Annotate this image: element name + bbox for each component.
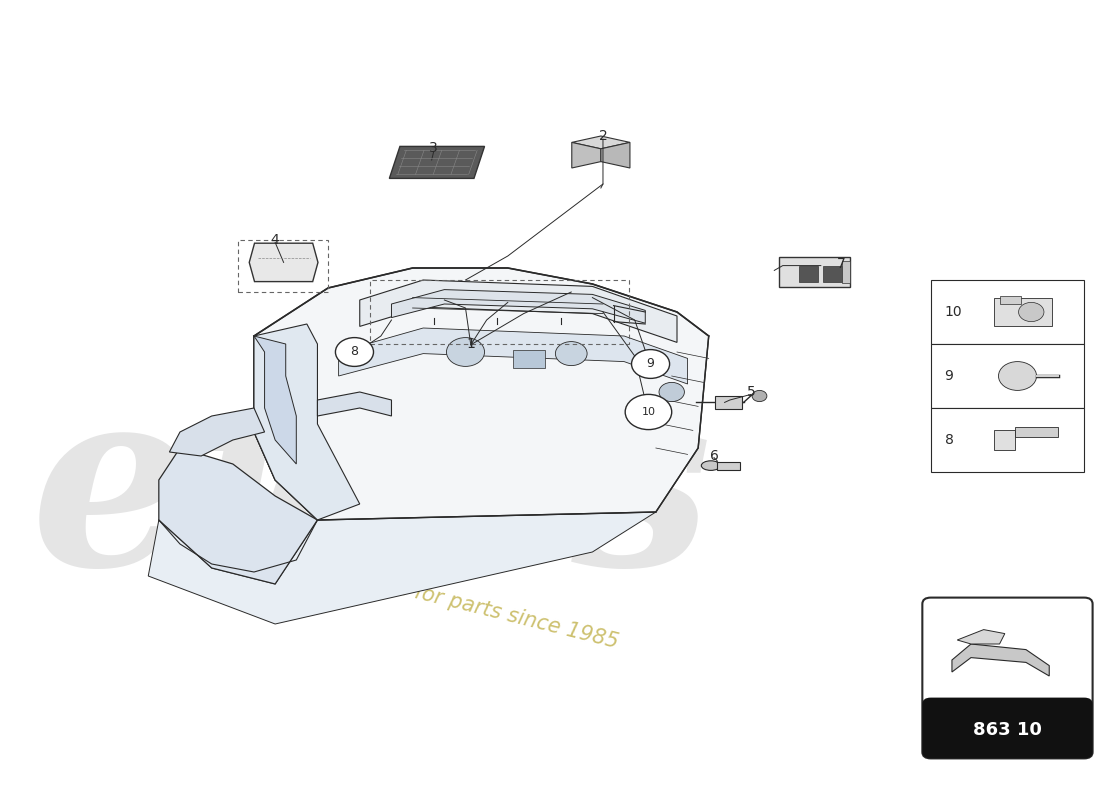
Polygon shape — [158, 448, 318, 584]
Polygon shape — [254, 336, 296, 464]
Text: 7: 7 — [836, 257, 845, 271]
Polygon shape — [250, 243, 318, 282]
Text: eu: eu — [31, 374, 372, 618]
Text: 8: 8 — [351, 346, 359, 358]
Bar — [715, 396, 741, 409]
Text: 1: 1 — [466, 337, 475, 351]
Text: 863 10: 863 10 — [974, 721, 1042, 738]
Bar — [823, 266, 842, 282]
Bar — [994, 298, 1053, 326]
Bar — [994, 430, 1015, 450]
Polygon shape — [254, 324, 360, 520]
Polygon shape — [957, 630, 1004, 644]
Bar — [779, 257, 850, 287]
Text: 8: 8 — [945, 433, 954, 447]
Polygon shape — [254, 268, 708, 520]
Text: 10: 10 — [945, 305, 962, 319]
Bar — [513, 350, 544, 368]
Circle shape — [752, 390, 767, 402]
FancyBboxPatch shape — [922, 698, 1092, 758]
Polygon shape — [318, 392, 392, 416]
Bar — [717, 462, 740, 470]
Circle shape — [631, 350, 670, 378]
Text: 10: 10 — [641, 407, 656, 417]
Text: a passion for parts since 1985: a passion for parts since 1985 — [310, 556, 620, 652]
Circle shape — [336, 338, 374, 366]
Circle shape — [556, 342, 587, 366]
Text: ces: ces — [261, 374, 713, 618]
Polygon shape — [169, 408, 265, 456]
Polygon shape — [389, 146, 484, 178]
Bar — [931, 344, 1085, 408]
Bar — [799, 266, 817, 282]
Circle shape — [999, 362, 1036, 390]
Bar — [842, 261, 850, 283]
Text: 4: 4 — [271, 233, 279, 247]
Text: 9: 9 — [647, 358, 654, 370]
Polygon shape — [601, 142, 630, 168]
Polygon shape — [572, 142, 601, 168]
Circle shape — [659, 382, 684, 402]
Ellipse shape — [702, 461, 721, 470]
Bar — [1000, 296, 1021, 304]
Text: 3: 3 — [429, 141, 438, 155]
Bar — [1015, 427, 1058, 437]
Text: 5: 5 — [747, 385, 756, 399]
Bar — [931, 408, 1085, 472]
Polygon shape — [952, 644, 1049, 676]
Circle shape — [625, 394, 672, 430]
Bar — [931, 280, 1085, 344]
Text: 6: 6 — [710, 449, 718, 463]
Polygon shape — [148, 512, 656, 624]
FancyBboxPatch shape — [922, 598, 1092, 758]
Circle shape — [1019, 302, 1044, 322]
Text: 9: 9 — [945, 369, 954, 383]
Polygon shape — [392, 290, 646, 323]
Text: 2: 2 — [598, 129, 607, 143]
Polygon shape — [339, 328, 688, 384]
Bar — [931, 700, 1085, 724]
Polygon shape — [572, 136, 630, 149]
Circle shape — [447, 338, 484, 366]
Polygon shape — [360, 280, 676, 342]
